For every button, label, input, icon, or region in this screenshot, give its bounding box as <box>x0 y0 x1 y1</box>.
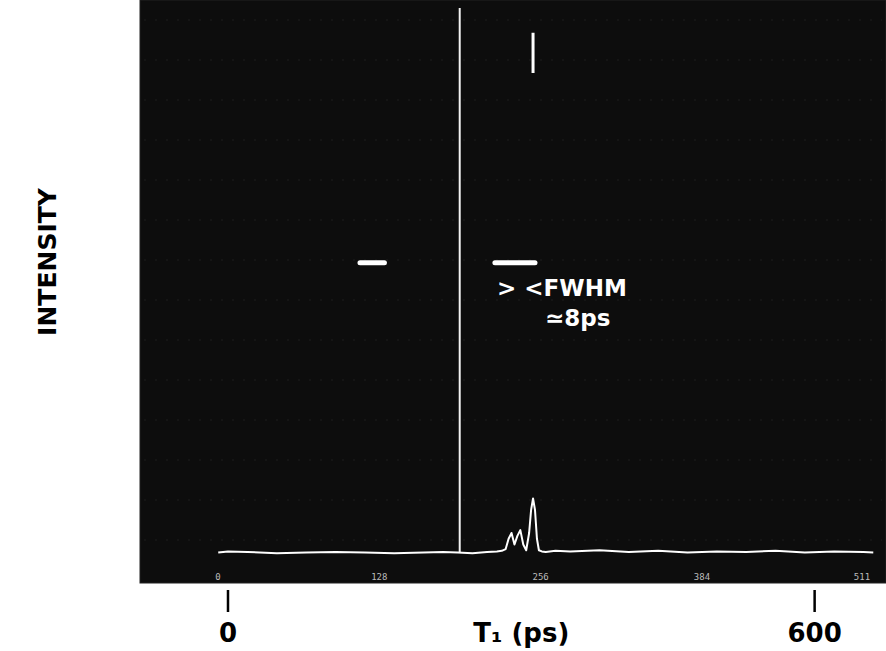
annotation: ≃8ps <box>545 305 610 331</box>
trace-line <box>218 499 873 554</box>
annotation: > <FWHM <box>497 275 627 301</box>
x-axis-title: T₁ (ps) <box>473 618 569 648</box>
texture-line <box>144 420 882 421</box>
y-axis-title: INTENSITY <box>33 187 62 336</box>
channel-label: 128 <box>371 572 387 582</box>
texture-line <box>144 60 882 61</box>
texture-line <box>144 500 882 501</box>
texture-line <box>144 140 882 141</box>
texture-line <box>144 220 882 221</box>
x-tick <box>227 590 230 612</box>
texture-line <box>144 460 882 461</box>
texture-line <box>144 340 882 341</box>
channel-label: 256 <box>532 572 548 582</box>
plot-frame <box>140 0 886 583</box>
x-tick <box>813 590 816 612</box>
x-tick-label: 600 <box>787 618 841 648</box>
fwhm-dash <box>360 260 384 265</box>
channel-label: 384 <box>694 572 710 582</box>
fwhm-dash <box>495 260 535 265</box>
channel-label: 0 <box>215 572 220 582</box>
texture-line <box>144 180 882 181</box>
chart: 0 128 256 384 511 > <FWHM ≃8ps 0 600 T₁ (ps) INTEN… <box>0 0 886 651</box>
plot-marks <box>218 8 873 553</box>
screen-texture <box>144 20 882 540</box>
texture-line <box>144 100 882 101</box>
peak-marker <box>532 33 535 73</box>
texture-line <box>144 380 882 381</box>
texture-line <box>144 20 882 21</box>
channel-label: 511 <box>854 572 870 582</box>
cursor-line <box>459 8 461 553</box>
x-tick-label: 0 <box>219 618 237 648</box>
